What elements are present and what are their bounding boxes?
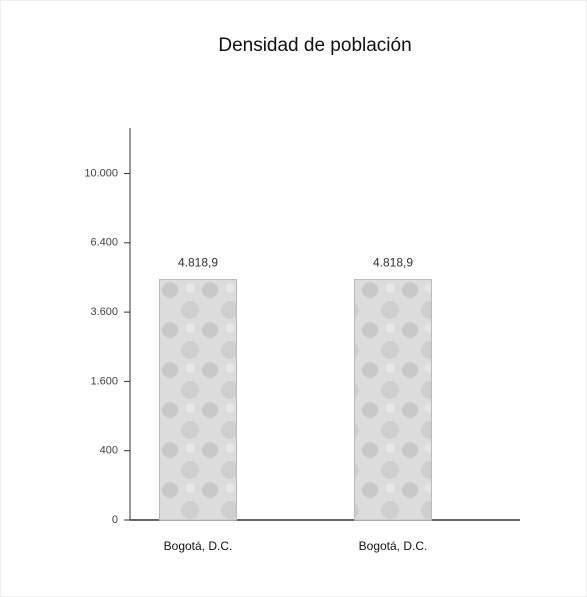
y-tick-label: 3.600 — [90, 306, 118, 318]
chart-title: Densidad de población — [218, 35, 411, 56]
y-tick-label: 10.000 — [84, 167, 118, 179]
bar — [159, 278, 237, 521]
y-tick-label: 400 — [100, 445, 118, 457]
x-tick-label: Bogotá, D.C. — [164, 539, 233, 553]
x-tick-label: Bogotá, D.C. — [359, 539, 428, 553]
y-tick-label: 6.400 — [90, 237, 118, 249]
bar — [354, 278, 432, 521]
value-label: 4.818,9 — [178, 256, 218, 270]
value-label: 4.818,9 — [373, 256, 413, 270]
y-tick-label: 1.600 — [90, 375, 118, 387]
y-tick-label: 0 — [112, 514, 118, 526]
